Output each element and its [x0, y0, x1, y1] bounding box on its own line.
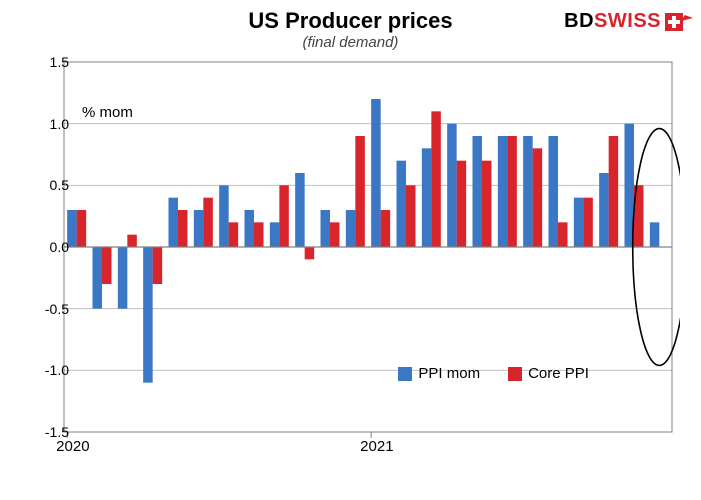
chart-title: US Producer prices	[0, 8, 701, 34]
y-tick-label: 1.5	[19, 54, 69, 70]
bar	[431, 111, 441, 247]
x-tick-label: 2021	[360, 438, 393, 455]
bar	[118, 247, 128, 309]
bar	[549, 136, 559, 247]
bar	[583, 198, 593, 247]
legend-swatch	[508, 367, 522, 381]
bar	[254, 222, 264, 247]
legend-label: Core PPI	[528, 365, 589, 382]
bar	[229, 222, 239, 247]
bar	[371, 99, 381, 247]
chart-plot	[60, 56, 680, 456]
bar	[321, 210, 331, 247]
bar	[279, 185, 289, 247]
legend-label: PPI mom	[418, 365, 480, 382]
bar	[169, 198, 179, 247]
bar	[153, 247, 163, 284]
bar	[473, 136, 483, 247]
bar	[650, 222, 660, 247]
bar	[102, 247, 112, 284]
bar	[406, 185, 416, 247]
legend-swatch	[398, 367, 412, 381]
bar	[574, 198, 584, 247]
bar	[245, 210, 255, 247]
bar	[194, 210, 204, 247]
chart-legend: PPI mom Core PPI	[398, 365, 589, 382]
bar	[498, 136, 508, 247]
bar	[609, 136, 619, 247]
bar	[93, 247, 103, 309]
bar	[305, 247, 315, 259]
bar	[203, 198, 213, 247]
y-tick-label: -1.0	[19, 362, 69, 378]
y-tick-label: 0.0	[19, 239, 69, 255]
bar	[127, 235, 137, 247]
bar	[558, 222, 568, 247]
bar	[397, 161, 407, 247]
y-tick-label: -0.5	[19, 301, 69, 317]
bar	[523, 136, 533, 247]
bar	[270, 222, 280, 247]
bar	[355, 136, 365, 247]
bar	[447, 124, 457, 247]
bar	[219, 185, 229, 247]
bar	[143, 247, 153, 383]
bar	[381, 210, 391, 247]
bar	[533, 148, 543, 247]
legend-item: Core PPI	[508, 365, 589, 382]
bar	[295, 173, 305, 247]
chart-subtitle: (final demand)	[0, 34, 701, 51]
bar	[77, 210, 87, 247]
y-tick-label: 1.0	[19, 116, 69, 132]
legend-item: PPI mom	[398, 365, 480, 382]
bar	[178, 210, 188, 247]
bar	[330, 222, 340, 247]
bar	[599, 173, 609, 247]
x-tick-label: 2020	[56, 438, 89, 455]
y-axis-unit: % mom	[82, 104, 133, 121]
y-tick-label: 0.5	[19, 177, 69, 193]
bar	[482, 161, 492, 247]
bar	[457, 161, 467, 247]
bar	[422, 148, 432, 247]
bar	[346, 210, 356, 247]
bar	[507, 136, 517, 247]
